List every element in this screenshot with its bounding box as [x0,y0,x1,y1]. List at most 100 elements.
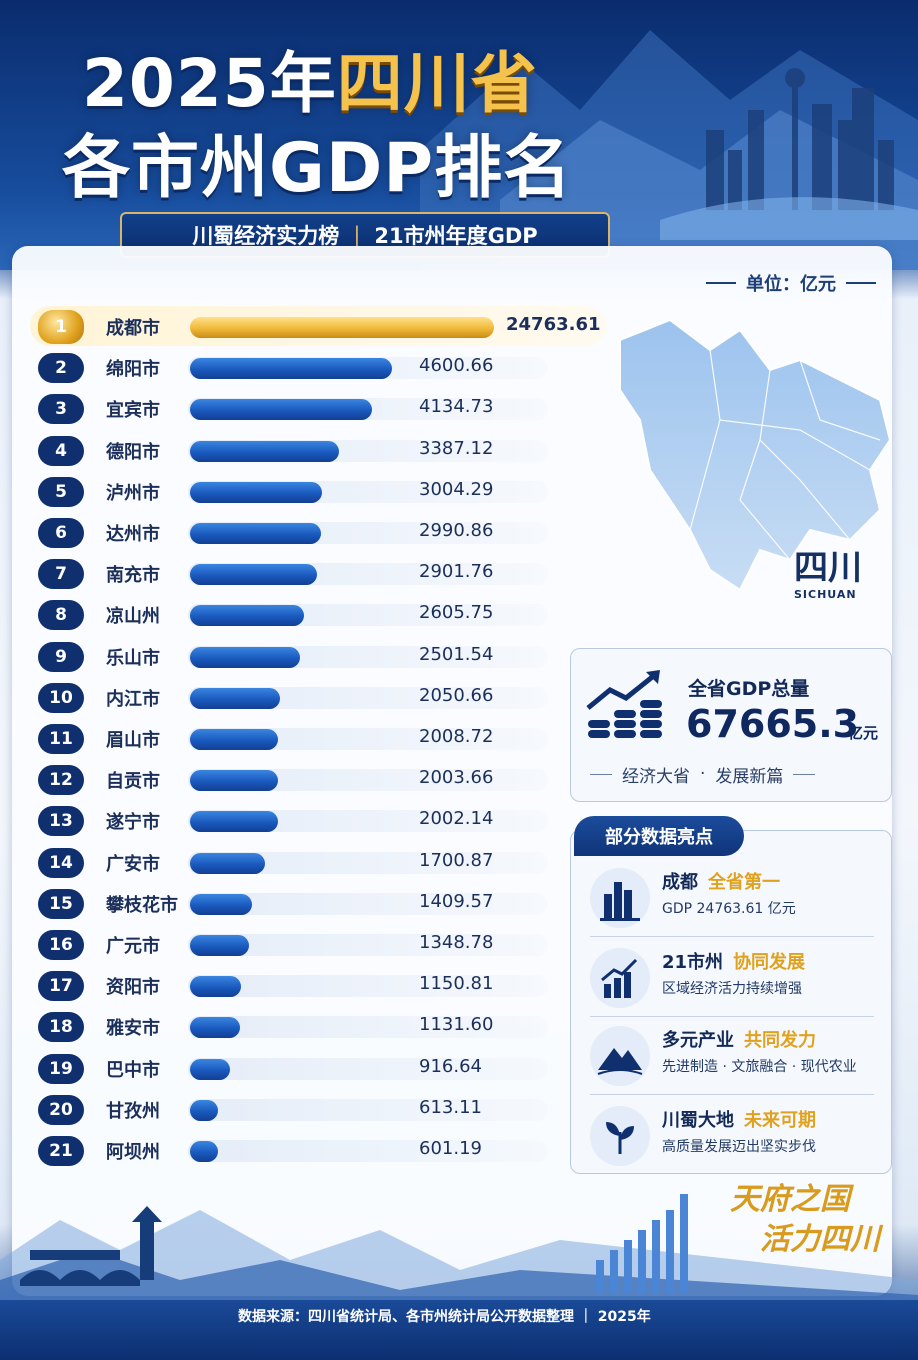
subtitle-left: 川蜀经济实力榜 [192,224,340,248]
bar [190,358,392,380]
bar [190,399,372,421]
bar [190,935,250,956]
bar-row: 14 广安市 1700.87 [38,844,598,880]
bar [190,893,252,915]
divider [590,1016,874,1017]
map-sub-label: SICHUAN [794,588,857,601]
value-label: 1409.57 [419,890,494,912]
rank-badge: 1 [38,310,84,344]
total-gdp-value: 67665.3 [686,702,860,746]
value-label: 2901.76 [419,561,494,583]
highlight-item: 21市州 协同发展 区域经济活力持续增强 [584,940,880,1018]
category-label: 雅安市 [106,1018,160,1040]
bar-track [188,1140,548,1162]
bar [190,811,278,833]
rank-badge: 17 [38,971,84,1002]
page-title-line2: 各市州GDP排名 [62,129,573,208]
category-label: 遂宁市 [106,812,160,834]
value-label: 2050.66 [419,684,494,706]
bar-row: 9 乐山市 2501.54 [38,638,598,674]
skyline-icon [590,868,650,928]
bar-row: 19 巴中市 916.64 [38,1050,598,1086]
rank-badge: 3 [38,394,84,425]
bar-row: 5 泸州市 3004.29 [38,473,598,509]
bar [190,729,279,750]
rank-badge: 15 [38,888,84,919]
value-label: 4134.73 [419,396,494,418]
value-label: 2990.86 [419,520,494,541]
rank-badge: 14 [38,847,84,878]
bar-row: 17 资阳市 1150.81 [38,967,598,1003]
subtitle-right: 21市州年度GDP [374,224,538,248]
bar [190,976,241,998]
bar-row: 1 成都市 24763.61 [38,308,601,344]
value-label: 2501.54 [419,643,494,665]
value-label: 3387.12 [419,437,494,459]
bar [190,1017,240,1039]
rank-badge: 12 [38,765,84,796]
value-label: 2002.14 [419,808,494,830]
value-label: 3004.29 [419,478,494,500]
bar-row: 3 宜宾市 4134.73 [38,390,598,426]
mountain-icon [590,1026,650,1086]
value-label: 2003.66 [419,767,494,789]
bar [190,605,305,627]
rank-badge: 7 [38,559,84,590]
rank-badge: 10 [38,682,84,713]
rank-badge: 8 [38,600,84,631]
bar-row: 4 德阳市 3387.12 [38,432,598,468]
category-label: 泸州市 [106,482,160,504]
rank-badge: 9 [38,641,84,672]
bar-track [188,1016,548,1039]
divider [590,1094,874,1095]
value-label: 1150.81 [419,973,494,995]
value-label: 1131.60 [419,1014,494,1036]
bar [190,481,322,503]
bar-row: 15 攀枝花市 1409.57 [38,885,598,921]
category-label: 绵阳市 [106,359,160,381]
category-label: 德阳市 [106,441,160,463]
bar-track [188,934,548,956]
bar [190,1099,218,1121]
bar-track [188,851,548,874]
category-label: 凉山州 [106,606,160,628]
rank-badge: 5 [38,476,84,507]
rank-badge: 21 [38,1136,84,1166]
bar [190,770,278,792]
bar-row: 2 绵阳市 4600.66 [38,349,598,385]
bar [190,852,265,874]
total-gdp-title: 全省GDP总量 [688,678,810,700]
value-label: 916.64 [419,1055,482,1077]
bar [190,440,339,462]
bar [190,564,318,586]
sichuan-map [619,318,892,592]
rank-badge: 11 [38,724,84,754]
bar-row: 10 内江市 2050.66 [38,679,598,715]
total-slogan: 经济大省 · 发展新篇 [590,762,880,787]
rank-badge: 19 [38,1053,84,1084]
value-label: 1348.78 [419,932,494,953]
bar-track [188,1057,548,1080]
category-label: 内江市 [106,688,160,710]
highlight-item: 多元产业 共同发力 先进制造 · 文旅融合 · 现代农业 [584,1018,880,1096]
coins-growth-icon [586,670,662,738]
category-label: 甘孜州 [106,1100,160,1122]
bar-track [188,892,548,915]
rank-badge: 6 [38,518,84,548]
highlight-item: 成都 全省第一 GDP 24763.61 亿元 [584,860,880,938]
bottom-slogan: 天府之国 活力四川 [730,1182,880,1257]
bar-row: 6 达州市 2990.86 [38,514,598,550]
value-label: 2008.72 [419,726,494,747]
bar-track [188,810,548,833]
bar-track [188,1098,548,1121]
bottom-scenery [0,1194,918,1310]
category-label: 宜宾市 [106,400,160,422]
rank-badge: 13 [38,806,84,837]
bar [190,687,281,709]
page-title-line1: 2025年四川省 [82,45,538,122]
bar-row: 20 甘孜州 613.11 [38,1091,598,1127]
highlight-item: 川蜀大地 未来可期 高质量发展迈出坚实步伐 [584,1098,880,1176]
category-label: 巴中市 [106,1059,160,1081]
bar-track [188,769,548,792]
